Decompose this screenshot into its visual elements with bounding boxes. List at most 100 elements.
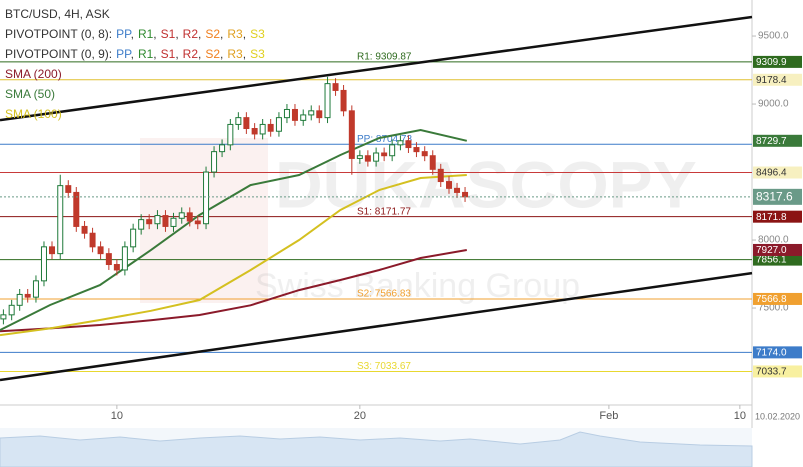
y-tick-label: 9000.0 bbox=[758, 99, 789, 110]
candle-body bbox=[356, 155, 363, 159]
candle-body bbox=[283, 108, 290, 119]
legend-item: R2 bbox=[183, 27, 199, 41]
legend-label: PIVOTPOINT (0, 8): bbox=[5, 27, 112, 41]
candle-body bbox=[32, 280, 39, 298]
candle-body bbox=[348, 110, 355, 159]
candle-body bbox=[178, 212, 185, 219]
legend-sep: , bbox=[153, 47, 156, 61]
candle-body bbox=[130, 228, 137, 248]
legend-sep: , bbox=[243, 47, 246, 61]
candle-body bbox=[332, 83, 339, 91]
candle-body bbox=[429, 155, 436, 170]
candle-body bbox=[170, 217, 177, 227]
level-axis-label: 8171.8 bbox=[756, 212, 787, 223]
legend-item: R1 bbox=[138, 27, 154, 41]
level-axis-label-bg bbox=[753, 365, 802, 378]
sma-line bbox=[0, 174, 467, 337]
legend-item: R2 bbox=[183, 47, 199, 61]
pivot-label: S3: 7033.67 bbox=[357, 361, 411, 372]
level-axis-label: 9178.4 bbox=[756, 75, 787, 86]
legend-item: S3 bbox=[250, 47, 265, 61]
sma-line bbox=[0, 249, 467, 333]
candle-body bbox=[397, 140, 404, 146]
trend-line bbox=[0, 271, 753, 382]
legend-sep: , bbox=[153, 27, 156, 41]
current-price-label: 8317.6 bbox=[756, 190, 793, 204]
candle-body bbox=[146, 219, 153, 225]
level-axis-label: 7856.1 bbox=[756, 255, 787, 266]
candle-body bbox=[243, 117, 250, 130]
candle-body bbox=[308, 110, 315, 116]
sma-axis-label-bg bbox=[753, 134, 802, 147]
legend-sep: , bbox=[220, 47, 223, 61]
legend-sep: , bbox=[198, 47, 201, 61]
legend-sma: SMA (100) bbox=[5, 107, 62, 121]
legend-sep: , bbox=[131, 47, 134, 61]
x-tick-label: 10 bbox=[111, 410, 123, 422]
candle-body bbox=[57, 185, 64, 255]
candle-body bbox=[97, 246, 104, 255]
legend-label: PIVOTPOINT (0, 9): bbox=[5, 47, 112, 61]
candle-body bbox=[211, 151, 218, 173]
level-axis-label-bg bbox=[753, 253, 802, 266]
candle-body bbox=[48, 246, 55, 255]
legend-sma: SMA (50) bbox=[5, 87, 55, 101]
candle-body bbox=[454, 187, 461, 193]
y-tick-label: 7500.0 bbox=[758, 303, 789, 314]
level-axis-label-bg bbox=[753, 346, 802, 359]
pivot-label: S1: 8171.77 bbox=[357, 206, 411, 217]
candle-body bbox=[446, 181, 453, 189]
candle-body bbox=[437, 168, 444, 183]
candle-body bbox=[413, 147, 420, 153]
legend-item: S2 bbox=[205, 27, 220, 41]
legend-item: S3 bbox=[250, 27, 265, 41]
candle-body bbox=[259, 123, 266, 135]
candle-body bbox=[235, 117, 242, 125]
sma-line bbox=[0, 128, 468, 331]
candle-body bbox=[219, 144, 226, 153]
candle-body bbox=[113, 264, 120, 271]
candle-body bbox=[186, 212, 193, 222]
sma-axis-label-bg bbox=[753, 243, 802, 256]
level-axis-label: 7566.8 bbox=[756, 294, 787, 305]
watermark-brand: DUKASCOPY bbox=[275, 147, 697, 221]
level-axis-label: 8496.4 bbox=[756, 168, 787, 179]
legend-item: R1 bbox=[138, 47, 154, 61]
pivot-label: PP: 8704.73 bbox=[357, 134, 412, 145]
legend-sma: SMA (200) bbox=[5, 67, 62, 81]
candle-body bbox=[24, 293, 31, 298]
legend-item: S1 bbox=[161, 47, 176, 61]
legend-sep: , bbox=[220, 27, 223, 41]
pivot-label: S2: 7566.83 bbox=[357, 289, 411, 300]
candle-body bbox=[275, 117, 282, 132]
candle-body bbox=[389, 144, 396, 157]
candle-body bbox=[16, 293, 23, 306]
candle-body bbox=[405, 140, 412, 149]
legend-sep: , bbox=[243, 27, 246, 41]
candle-body bbox=[381, 152, 388, 157]
legend-item: R3 bbox=[227, 47, 243, 61]
candle-body bbox=[40, 246, 47, 282]
legend-item: S2 bbox=[205, 47, 220, 61]
candle-body bbox=[251, 128, 258, 135]
candle-body bbox=[267, 123, 274, 132]
candle-body bbox=[105, 253, 112, 266]
candle-body bbox=[89, 232, 96, 248]
trend-line bbox=[0, 15, 753, 122]
candle-body bbox=[373, 152, 380, 162]
navigator-area bbox=[0, 431, 753, 467]
level-axis-label-bg bbox=[753, 73, 802, 86]
candle-body bbox=[81, 225, 88, 234]
level-axis-label: 7033.7 bbox=[756, 367, 787, 378]
level-axis-label-bg bbox=[753, 210, 802, 223]
navigator bbox=[0, 428, 753, 467]
legend-sep: , bbox=[198, 27, 201, 41]
x-tick-label: 10 bbox=[734, 410, 746, 422]
candle-body bbox=[194, 220, 201, 225]
candle-body bbox=[138, 219, 145, 230]
sma-axis-label: 8729.7 bbox=[756, 136, 787, 147]
candle-body bbox=[121, 246, 128, 271]
level-axis-label-bg bbox=[753, 166, 802, 179]
